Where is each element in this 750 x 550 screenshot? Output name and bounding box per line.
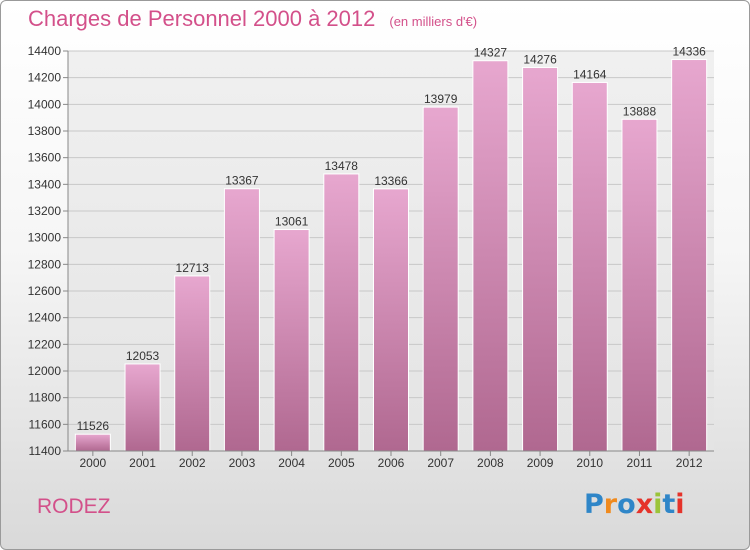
x-tick-label: 2006	[378, 456, 405, 470]
logo-letter: i	[675, 489, 685, 520]
logo-letter: o	[617, 489, 636, 520]
commune-name: RODEZ	[37, 495, 111, 518]
x-tick-label: 2004	[278, 456, 305, 470]
bar-2010	[571, 81, 608, 452]
x-tick-label: 2009	[527, 456, 554, 470]
y-tick-label: 14000	[28, 97, 62, 111]
x-tick-label: 2001	[129, 456, 156, 470]
x-tick-label: 2007	[427, 456, 454, 470]
bar-value-label: 14276	[523, 53, 557, 67]
logo-letter: x	[635, 489, 654, 520]
bar-value-label: 12053	[126, 349, 160, 363]
bar-value-label: 13478	[325, 159, 359, 173]
logo-letter: t	[662, 489, 676, 520]
bar-2011	[621, 118, 658, 452]
logo-letter: i	[653, 489, 663, 520]
bar-2004	[273, 229, 310, 452]
y-tick-label: 11400	[29, 444, 62, 458]
y-tick-label: 13000	[28, 231, 62, 245]
bar-2001	[124, 363, 161, 452]
bar-2002	[174, 275, 211, 452]
x-tick-label: 2003	[229, 456, 256, 470]
bars: 11526 12053 12713 13367 13061 13478 13366 13979…	[74, 45, 708, 452]
logo-letter: P	[584, 489, 604, 520]
y-tick-label: 13600	[28, 151, 62, 165]
x-tick-label: 2002	[179, 456, 206, 470]
y-tick-label: 12400	[28, 311, 62, 325]
bar-value-label: 14164	[573, 67, 607, 81]
bar-value-label: 12713	[176, 261, 210, 275]
bar-value-label: 13366	[374, 174, 408, 188]
bar-value-label: 13979	[424, 92, 458, 106]
bar-2008	[472, 60, 509, 452]
proxiti-logo: Proxiti	[584, 489, 685, 520]
x-tick-label: 2000	[79, 456, 106, 470]
bar-value-label: 14336	[672, 45, 706, 59]
logo-letter: r	[603, 489, 618, 520]
x-tick-label: 2012	[676, 456, 703, 470]
x-tick-label: 2008	[477, 456, 504, 470]
bar-2012	[671, 59, 708, 452]
y-tick-label: 12200	[28, 337, 62, 351]
x-tick-label: 2005	[328, 456, 355, 470]
y-tick-label: 12800	[28, 257, 62, 271]
y-tick-label: 12000	[28, 364, 62, 378]
y-tick-label: 14200	[28, 71, 62, 85]
bar-2000	[74, 433, 111, 452]
bar-value-label: 13061	[275, 215, 309, 229]
y-tick-label: 13200	[28, 204, 62, 218]
y-tick-label: 13800	[28, 124, 62, 138]
x-axis: 2000 2001 2002 2003 2004 2005 2006 2007 2008 2009…	[68, 450, 714, 470]
y-tick-label: 14400	[28, 44, 62, 58]
y-tick-label: 11600	[29, 417, 62, 431]
chart-title-block: Charges de Personnel 2000 à 2012 (en mill…	[28, 6, 477, 32]
chart-subtitle: (en milliers d'€)	[389, 14, 478, 29]
chart-title: Charges de Personnel 2000 à 2012	[28, 6, 376, 31]
bar-2007	[422, 106, 459, 452]
bar-2005	[323, 173, 360, 452]
x-tick-label: 2010	[576, 456, 603, 470]
bar-2003	[223, 188, 260, 452]
y-tick-label: 11800	[29, 391, 62, 405]
y-tick-label: 12600	[28, 284, 62, 298]
bar-value-label: 11526	[77, 419, 110, 433]
bar-2009	[522, 67, 559, 452]
y-axis: 11400 11600 11800 12000 12200 12400 12600 12800…	[28, 44, 69, 458]
bar-2006	[373, 188, 409, 452]
bar-value-label: 13888	[623, 104, 657, 118]
y-tick-label: 13400	[28, 177, 62, 191]
bar-value-label: 13367	[225, 174, 259, 188]
bar-value-label: 14327	[474, 46, 508, 60]
x-tick-label: 2011	[627, 456, 653, 470]
